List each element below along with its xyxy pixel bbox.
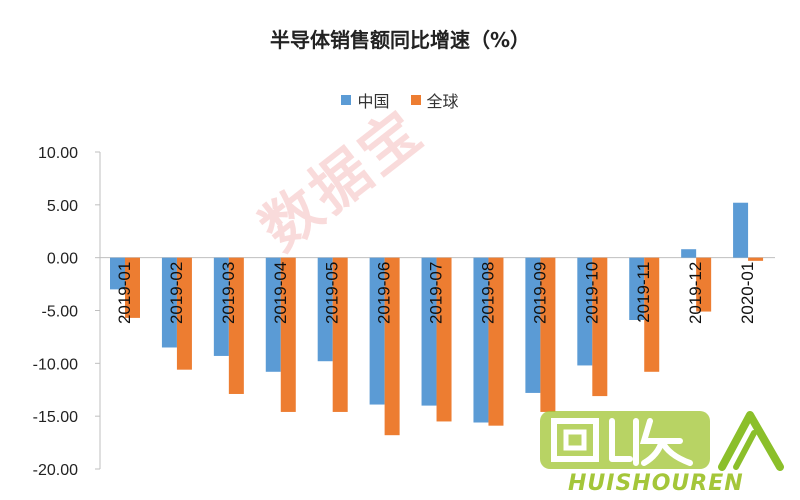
x-tick-label: 2020-01: [738, 262, 757, 324]
bar-china: [110, 257, 125, 290]
bar-china: [473, 257, 489, 423]
x-tick-label: 2019-05: [323, 262, 342, 324]
bar-china: [577, 257, 593, 366]
x-tick-label: 2019-10: [582, 262, 601, 324]
x-tick-label: 2019-07: [427, 262, 446, 324]
bar-global: [592, 257, 608, 397]
legend-label-china: 中国: [357, 92, 390, 111]
bar-china: [681, 249, 697, 258]
bar-global: [280, 257, 296, 412]
y-tick-label: -15.00: [33, 409, 78, 426]
bar-global: [696, 257, 712, 312]
x-tick-label: 2019-06: [375, 262, 394, 324]
y-tick-label: 0.00: [47, 251, 78, 268]
bar-global: [488, 257, 504, 426]
bar-global: [540, 257, 556, 412]
x-tick-label: 2019-11: [634, 262, 653, 323]
bar-china: [265, 257, 281, 372]
bar-china: [421, 257, 437, 406]
bar-global: [332, 257, 348, 412]
bar-global: [176, 257, 192, 370]
x-tick-label: 2019-03: [219, 262, 238, 324]
legend-item-china: 中国: [341, 88, 389, 112]
y-tick-label: -5.00: [42, 304, 79, 321]
y-tick-label: -10.00: [33, 356, 78, 373]
chart-title: 半导体销售额同比增速（%）: [269, 28, 531, 52]
bar-global: [384, 257, 400, 436]
x-tick-label: 2019-04: [271, 262, 290, 324]
bar-china: [733, 202, 749, 258]
bar-china: [629, 257, 645, 321]
y-tick-label: 5.00: [47, 198, 78, 215]
bar-china: [525, 257, 541, 393]
y-tick-label: 10.00: [38, 145, 78, 162]
legend-swatch-global: [410, 95, 421, 105]
y-tick-label: -20.00: [33, 462, 78, 479]
bar-global: [644, 257, 660, 372]
bar-china: [317, 257, 333, 362]
bar-global: [228, 257, 244, 394]
x-tick-label: 2019-01: [115, 262, 134, 324]
bar-global: [436, 257, 452, 422]
x-tick-label: 2019-02: [167, 262, 186, 324]
x-tick-label: 2019-08: [478, 262, 497, 324]
legend-label-global: 全球: [426, 92, 459, 111]
legend-item-global: 全球: [410, 88, 459, 112]
bar-global: [125, 257, 140, 318]
bar-china: [161, 257, 177, 348]
bar-china: [369, 257, 385, 405]
bar-global: [748, 257, 764, 261]
x-tick-label: 2019-09: [530, 262, 549, 324]
chart-legend: 中国 全球: [0, 88, 800, 112]
bar-china: [213, 257, 229, 356]
x-tick-label: 2019-12: [686, 262, 705, 324]
legend-swatch-china: [341, 95, 352, 105]
